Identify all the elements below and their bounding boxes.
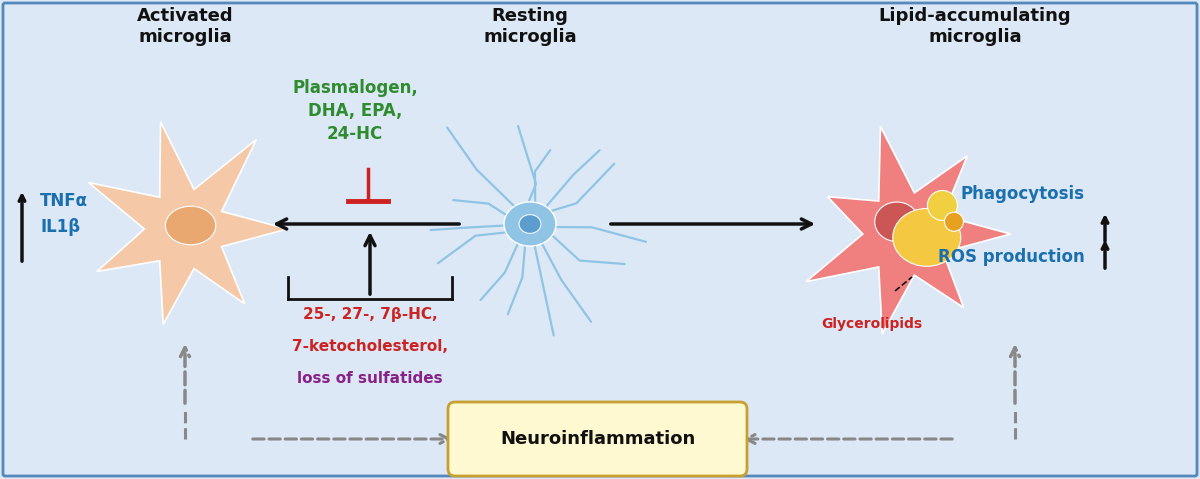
Text: Lipid-accumulating
microglia: Lipid-accumulating microglia [878, 7, 1072, 46]
Circle shape [928, 191, 958, 220]
Polygon shape [89, 122, 287, 324]
Text: loss of sulfatides: loss of sulfatides [298, 371, 443, 386]
Text: Resting
microglia: Resting microglia [484, 7, 577, 46]
Text: Neuroinflammation: Neuroinflammation [500, 430, 695, 448]
Text: Activated
microglia: Activated microglia [137, 7, 233, 46]
Text: TNFα
IL1β: TNFα IL1β [40, 193, 88, 236]
Text: ROS production: ROS production [938, 248, 1085, 266]
Ellipse shape [504, 202, 556, 246]
Text: 7-ketocholesterol,: 7-ketocholesterol, [292, 339, 448, 354]
Ellipse shape [166, 206, 216, 245]
Ellipse shape [520, 215, 541, 233]
Text: 25-, 27-, 7β-HC,: 25-, 27-, 7β-HC, [302, 307, 437, 322]
Text: Phagocytosis: Phagocytosis [961, 185, 1085, 203]
Circle shape [944, 212, 964, 231]
FancyBboxPatch shape [448, 402, 746, 476]
Text: Glycerolipids: Glycerolipids [822, 317, 923, 331]
Polygon shape [806, 126, 1010, 334]
Ellipse shape [875, 202, 919, 241]
FancyBboxPatch shape [4, 3, 1198, 476]
Ellipse shape [893, 208, 961, 266]
Text: Plasmalogen,
DHA, EPA,
24-HC: Plasmalogen, DHA, EPA, 24-HC [292, 79, 418, 143]
